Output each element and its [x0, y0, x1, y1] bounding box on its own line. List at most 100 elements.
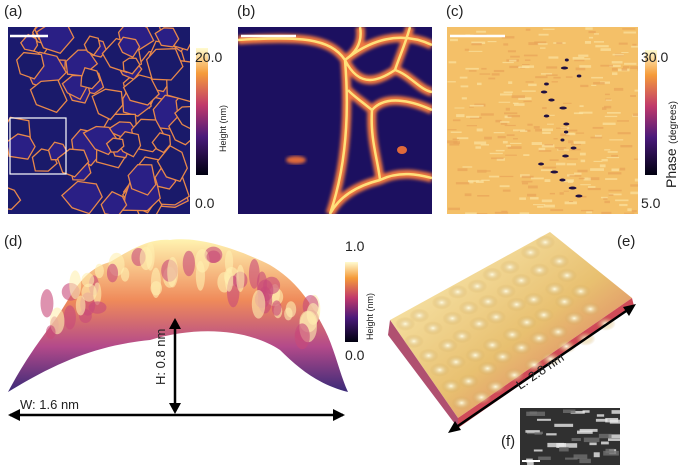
texture — [573, 454, 588, 460]
texture — [562, 409, 576, 414]
texture — [533, 204, 546, 206]
texture — [139, 246, 153, 271]
texture — [491, 73, 500, 76]
texture — [637, 212, 638, 214]
texture — [509, 65, 520, 69]
texture — [598, 433, 612, 439]
texture — [616, 120, 629, 122]
texture — [441, 379, 462, 394]
texture — [578, 54, 589, 57]
texture — [503, 91, 513, 94]
texture — [538, 33, 549, 36]
texture — [530, 177, 544, 180]
texture — [580, 159, 586, 163]
texture — [513, 129, 526, 132]
texture — [499, 185, 510, 188]
texture — [632, 43, 637, 46]
texture — [507, 114, 521, 118]
texture — [154, 27, 180, 48]
texture — [251, 289, 266, 319]
texture — [529, 331, 550, 346]
texture — [543, 114, 550, 118]
texture — [570, 148, 581, 151]
texture — [618, 42, 628, 45]
texture — [471, 41, 486, 45]
texture — [518, 97, 532, 100]
texture — [602, 122, 616, 125]
texture — [558, 148, 564, 151]
texture — [630, 191, 638, 195]
texture — [559, 446, 569, 452]
texture — [467, 279, 488, 294]
texture — [520, 245, 541, 260]
texture — [91, 88, 124, 121]
texture — [494, 211, 509, 214]
texture — [590, 136, 603, 139]
texture — [566, 133, 576, 136]
texture — [502, 61, 514, 64]
texture — [627, 208, 632, 212]
texture — [592, 126, 604, 129]
texture — [167, 256, 179, 288]
texture — [588, 30, 596, 34]
texture — [482, 267, 503, 282]
texture — [540, 73, 553, 75]
texture — [502, 189, 511, 192]
texture — [536, 418, 551, 421]
texture — [480, 144, 489, 146]
texture — [528, 42, 539, 46]
texture — [558, 443, 578, 448]
texture — [579, 105, 584, 108]
texture — [450, 38, 458, 42]
texture — [601, 441, 609, 445]
texture — [593, 452, 600, 458]
texture — [533, 307, 554, 322]
texture — [459, 76, 468, 79]
texture — [496, 284, 517, 299]
texture — [541, 144, 555, 148]
texture — [498, 101, 511, 103]
texture — [529, 263, 550, 278]
texture — [595, 418, 608, 422]
texture — [631, 45, 638, 48]
texture — [634, 89, 638, 92]
annotation: W: 1.6 nm — [20, 397, 79, 412]
texture — [477, 195, 490, 197]
texture — [560, 138, 565, 142]
texture — [522, 64, 530, 66]
texture — [431, 295, 452, 310]
texture — [633, 158, 638, 160]
texture — [604, 200, 610, 204]
texture — [630, 184, 638, 187]
texture — [550, 209, 564, 212]
texture — [460, 85, 469, 88]
texture — [506, 134, 515, 137]
texture — [622, 66, 630, 69]
texture — [637, 68, 638, 71]
texture — [150, 281, 163, 296]
texture — [547, 442, 565, 448]
texture — [531, 142, 543, 146]
texture — [556, 127, 568, 129]
texture — [493, 69, 505, 73]
texture — [506, 144, 511, 147]
texture — [546, 66, 558, 69]
texture — [521, 180, 533, 183]
texture — [576, 74, 582, 78]
texture — [502, 327, 523, 342]
texture — [623, 31, 637, 34]
colorbar-title: Height (nm) — [218, 105, 228, 152]
texture — [451, 395, 472, 410]
texture — [476, 128, 483, 132]
texture — [613, 87, 624, 91]
texture — [572, 56, 585, 60]
texture — [45, 325, 56, 340]
texture — [538, 456, 551, 460]
texture — [562, 179, 574, 183]
texture — [500, 122, 508, 125]
texture — [481, 67, 487, 70]
texture — [117, 36, 141, 59]
texture — [15, 51, 45, 80]
texture — [477, 82, 482, 86]
texture — [624, 212, 635, 214]
